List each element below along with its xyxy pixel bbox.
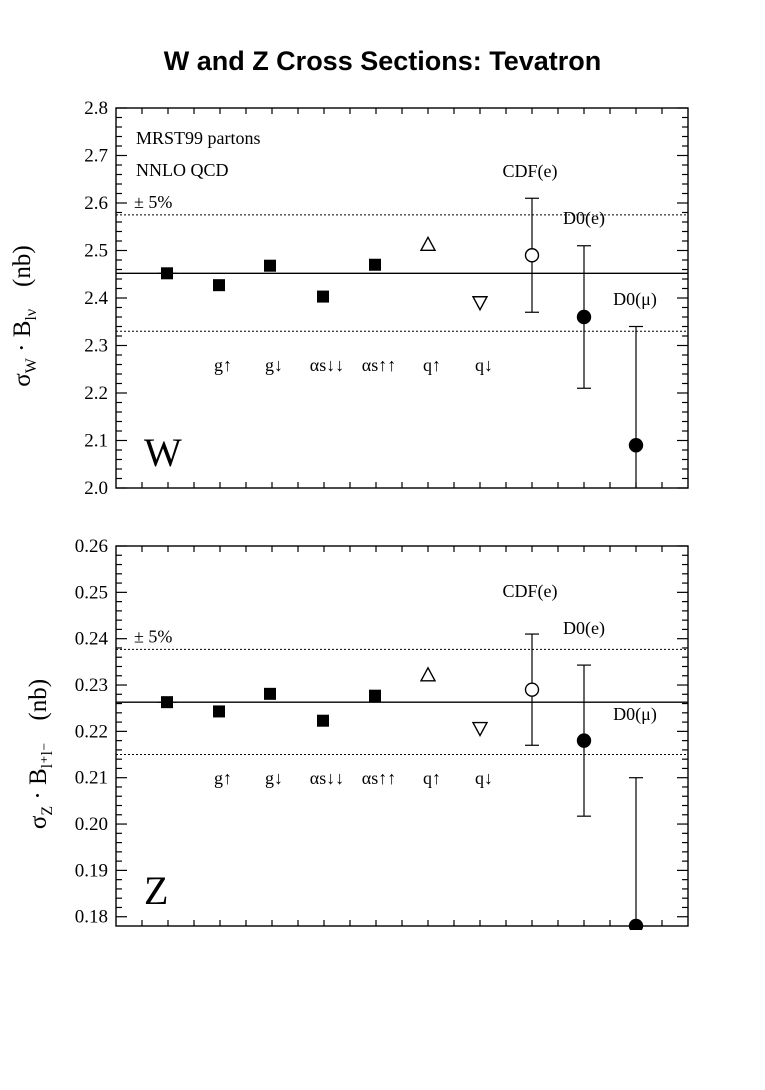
y-tick-label: 0.21 [75, 768, 108, 789]
variation-label: αs↑↑ [362, 768, 396, 788]
measurement-label: D0(μ) [613, 289, 657, 310]
variation-label: q↑ [423, 768, 441, 788]
y-axis-label-unit: (nb) [9, 245, 36, 287]
measurement-point [576, 733, 592, 748]
measurement-point [628, 438, 644, 453]
y-tick-label: 2.2 [84, 383, 108, 404]
theory-point-triangle-up [419, 235, 437, 252]
y-axis-label-dot: · B [25, 768, 52, 806]
measurement-label: D0(μ) [613, 704, 657, 725]
y-axis-label-unit: (nb) [25, 679, 52, 721]
theory-point-square [317, 714, 329, 727]
y-tick-label: 0.26 [75, 536, 108, 557]
y-tick-label: 2.8 [84, 98, 108, 119]
y-tick-label: 0.24 [75, 629, 109, 650]
y-axis-label-sub2: l⁺l⁻ [39, 743, 56, 769]
panel-z: 0.18 0.19 0.20 0.21 0.22 0.23 0.24 0.25 0.26 ± 5%… [25, 536, 689, 930]
y-axis-label: σW · Blν (nb) [9, 245, 40, 386]
note-text: MRST99 partons [136, 128, 261, 148]
y-tick-label: 2.3 [84, 336, 108, 357]
y-tick-label: 2.7 [84, 146, 108, 167]
measurement-label: CDF(e) [503, 581, 558, 602]
measurement-label: CDF(e) [503, 161, 558, 182]
theory-point-square [369, 689, 381, 702]
panel-label: W [144, 430, 182, 475]
measurement-label: D0(e) [563, 618, 605, 639]
band-label: ± 5% [134, 192, 172, 212]
y-axis-label-sub1: Z [39, 806, 56, 816]
variation-label: g↓ [265, 768, 283, 788]
variation-label: αs↑↑ [362, 355, 396, 375]
points-layer [157, 197, 644, 488]
y-tick-label: 0.18 [75, 907, 108, 928]
y-tick-label: 2.1 [84, 431, 108, 452]
variation-label: g↓ [265, 355, 283, 375]
theory-point-square [213, 279, 225, 292]
y-axis-label-main: σ [9, 373, 36, 387]
measurement-label: D0(e) [563, 208, 605, 229]
y-axis-label-dot: · B [9, 321, 36, 359]
variation-label: q↑ [423, 355, 441, 375]
theory-point-square [213, 705, 225, 718]
measurement-point [628, 918, 644, 930]
measurement-point [576, 309, 592, 325]
y-tick-label: 2.0 [84, 478, 108, 499]
y-tick-label: 0.25 [75, 582, 108, 603]
y-tick-label: 0.22 [75, 721, 108, 742]
variation-label: g↑ [214, 768, 232, 788]
variation-label: q↓ [475, 355, 493, 375]
figure-title: W and Z Cross Sections: Tevatron [163, 46, 602, 76]
theory-point-square [369, 258, 381, 271]
variation-label: q↓ [475, 768, 493, 788]
variation-label: g↑ [214, 355, 232, 375]
theory-point-square [264, 687, 276, 700]
theory-point-square [264, 259, 276, 272]
panel-w: 2.0 2.1 2.2 2.3 2.4 2.5 2.6 2.7 2.8 ± 5% MRST99 pa… [9, 98, 689, 499]
theory-point-triangle-down [471, 296, 489, 312]
variation-label: αs↓↓ [310, 355, 344, 375]
theory-point-square [317, 290, 329, 303]
y-axis-label: σZ · Bl⁺l⁻ (nb) [25, 679, 56, 829]
panel-label: Z [144, 868, 168, 913]
y-tick-label: 0.20 [75, 814, 108, 835]
points-layer [157, 633, 644, 930]
y-axis-label-main: σ [25, 815, 52, 829]
y-tick-label: 0.23 [75, 675, 108, 696]
theory-point-triangle-down [471, 721, 489, 738]
y-tick-label: 0.19 [75, 860, 108, 881]
measurement-point [524, 682, 540, 697]
plot-frame [115, 545, 689, 927]
y-tick-label: 2.4 [84, 288, 108, 309]
band-label: ± 5% [134, 626, 172, 646]
y-tick-label: 2.5 [84, 241, 108, 262]
note-text: NNLO QCD [136, 160, 229, 180]
measurement-point [524, 248, 540, 263]
theory-point-triangle-up [419, 666, 437, 682]
y-tick-label: 2.6 [84, 193, 108, 214]
y-axis-label-sub1: W [23, 357, 40, 373]
y-axis-label-sub2: lν [23, 309, 40, 321]
variation-label: αs↓↓ [310, 768, 344, 788]
